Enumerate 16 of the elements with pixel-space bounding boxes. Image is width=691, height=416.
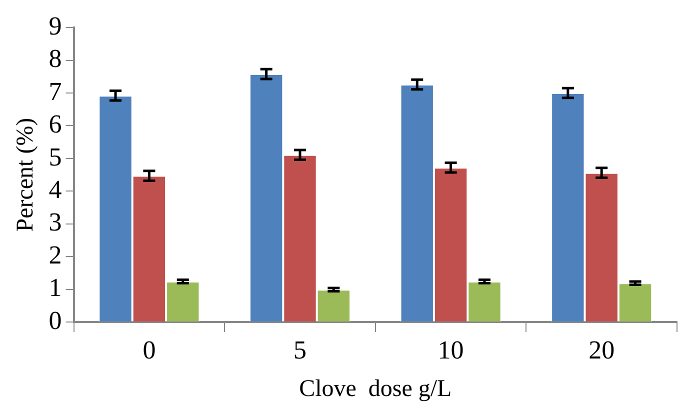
x-tick-label: 10 [438,335,464,364]
y-tick-label: 7 [48,76,62,106]
y-tick-label: 4 [48,174,62,204]
y-tick-label: 0 [48,306,62,335]
y-tick-label: 6 [48,110,62,139]
y-tick-label: 8 [48,44,62,74]
x-tick-label: 5 [294,335,306,364]
y-tick-label: 5 [48,142,62,172]
x-tick-label: 20 [588,335,615,364]
y-tick-label: 3 [48,208,62,237]
x-tick-label: 0 [142,335,156,364]
x-axis-title: Clove dose g/L [299,376,452,402]
y-axis-title: Percent (%) [12,118,39,232]
y-tick-label: 2 [48,240,62,270]
y-tick-label: 9 [48,11,62,40]
y-tick-label: 1 [48,273,62,302]
